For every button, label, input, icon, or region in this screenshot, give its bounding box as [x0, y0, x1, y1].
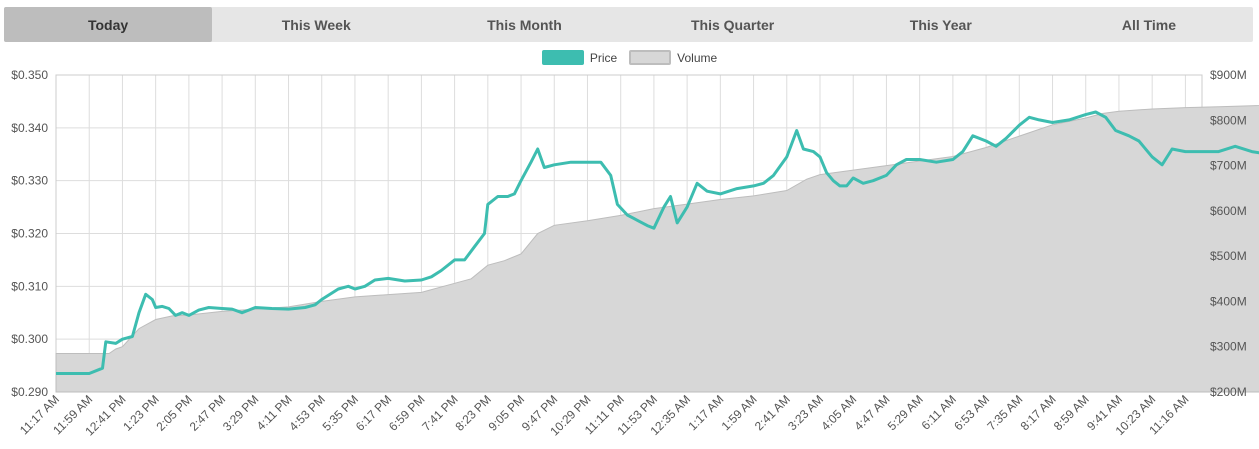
y-right-tick-label: $400M [1210, 294, 1247, 308]
time-range-tabs: Today This Week This Month This Quarter … [4, 7, 1253, 42]
x-tick-label: 5:35 PM [320, 392, 362, 434]
x-tick-label: 8:59 AM [1051, 392, 1092, 433]
x-tick-label: 2:41 AM [752, 392, 793, 433]
y-right-tick-label: $500M [1210, 249, 1247, 263]
x-tick-label: 1:17 AM [685, 392, 726, 433]
tab-this-week[interactable]: This Week [281, 16, 351, 33]
x-tick-label: 2:47 PM [187, 392, 229, 434]
x-tick-label: 7:35 AM [984, 392, 1025, 433]
tab-this-year[interactable]: This Year [909, 16, 972, 33]
x-tick-label: 1:23 PM [120, 392, 162, 434]
x-tick-label: 4:05 AM [818, 392, 859, 433]
legend-label-volume: Volume [677, 50, 718, 65]
x-tick-label: 8:23 PM [452, 392, 494, 434]
x-tick-label: 4:47 AM [852, 392, 893, 433]
x-tick-label: 2:05 PM [153, 392, 195, 434]
y-left-tick-label: $0.310 [11, 279, 48, 293]
y-right-tick-label: $300M [1210, 340, 1247, 354]
x-tick-label: 5:29 AM [885, 392, 926, 433]
x-tick-label: 8:17 AM [1018, 392, 1059, 433]
price-line [56, 110, 1259, 375]
y-left-tick-label: $0.350 [11, 68, 48, 82]
y-axis-left: $0.290 $0.300 $0.310 $0.320 $0.330 $0.340 $0.3… [11, 68, 48, 399]
legend-item-volume[interactable]: Volume [629, 50, 717, 65]
x-tick-label: 3:29 PM [220, 392, 262, 434]
legend-swatch-volume [629, 50, 672, 65]
x-tick-label: 6:59 PM [386, 392, 428, 434]
tab-today[interactable]: Today [4, 7, 213, 42]
y-right-tick-label: $200M [1210, 385, 1247, 399]
y-right-tick-label: $900M [1210, 68, 1247, 82]
y-left-tick-label: $0.340 [11, 121, 48, 135]
y-left-tick-label: $0.330 [11, 174, 48, 188]
y-left-tick-label: $0.320 [11, 227, 48, 241]
chart-legend: Price Volume [0, 50, 1259, 65]
y-left-tick-label: $0.290 [11, 385, 48, 399]
legend-item-price[interactable]: Price [541, 50, 618, 65]
tab-all-time[interactable]: All Time [1121, 16, 1177, 33]
x-tick-label: 1:59 AM [719, 392, 760, 433]
y-right-tick-label: $700M [1210, 159, 1247, 173]
tab-this-month[interactable]: This Month [487, 16, 562, 33]
volume-area [55, 104, 1259, 393]
x-tick-label: 6:53 AM [951, 392, 992, 433]
tab-this-quarter[interactable]: This Quarter [690, 16, 775, 33]
x-tick-label: 3:23 AM [785, 392, 826, 433]
x-tick-label: 9:05 PM [486, 392, 528, 434]
y-left-tick-label: $0.300 [11, 332, 48, 346]
x-tick-label: 7:41 PM [419, 392, 461, 434]
legend-label-price: Price [589, 50, 618, 65]
y-right-tick-label: $600M [1210, 204, 1247, 218]
x-tick-label: 4:53 PM [286, 392, 328, 434]
legend-swatch-price [541, 50, 584, 65]
x-tick-label: 6:17 PM [353, 392, 395, 434]
y-axis-right: $200M $300M $400M $500M $600M $700M $800M $900M [1210, 68, 1247, 399]
x-tick-label: 6:11 AM [919, 392, 959, 432]
y-right-tick-label: $800M [1210, 113, 1247, 127]
